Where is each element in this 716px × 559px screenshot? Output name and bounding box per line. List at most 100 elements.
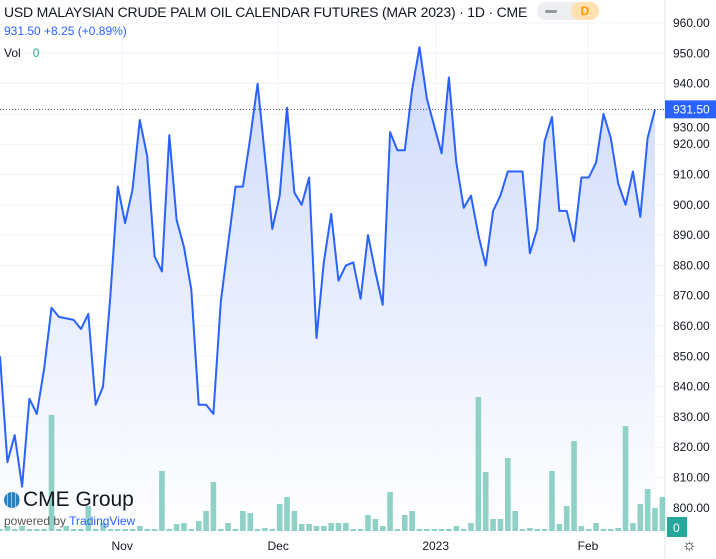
volume-bar bbox=[173, 524, 180, 531]
interval-toggle[interactable]: D bbox=[537, 2, 599, 20]
volume-bar bbox=[210, 482, 217, 531]
volume-bar bbox=[195, 521, 202, 531]
y-tick-label: 960.00 bbox=[673, 16, 710, 30]
x-tick-label: 2023 bbox=[422, 539, 449, 553]
volume-bar bbox=[659, 497, 666, 531]
volume-bar bbox=[203, 511, 209, 531]
last-price-label-bg bbox=[665, 100, 716, 119]
volume-bar bbox=[563, 506, 570, 531]
brand-name: CME Group bbox=[23, 488, 134, 511]
interval-badge[interactable]: D bbox=[571, 2, 599, 20]
volume-bar bbox=[276, 504, 283, 531]
y-tick-label: 950.00 bbox=[673, 46, 710, 60]
volume-bar bbox=[424, 529, 430, 531]
volume-bar bbox=[92, 529, 99, 531]
y-tick-label: 860.00 bbox=[673, 319, 710, 333]
volume-bar bbox=[19, 526, 25, 531]
price-area bbox=[0, 47, 655, 531]
volume-legend: Vol 0 bbox=[4, 46, 39, 60]
volume-bar bbox=[0, 529, 3, 531]
y-tick-label: 880.00 bbox=[673, 258, 710, 272]
volume-bar bbox=[122, 529, 128, 531]
volume-bar bbox=[306, 524, 312, 531]
volume-bar bbox=[585, 529, 592, 531]
volume-bar bbox=[387, 492, 393, 531]
volume-bar bbox=[63, 526, 70, 531]
volume-bar bbox=[144, 529, 150, 531]
x-tick-label: Dec bbox=[268, 539, 289, 553]
volume-bar bbox=[372, 519, 379, 531]
y-tick-label: 930.00 bbox=[673, 120, 710, 134]
volume-bar bbox=[527, 528, 533, 531]
settings-gear-icon[interactable]: ☼ bbox=[682, 537, 697, 554]
volume-bar bbox=[409, 511, 415, 531]
volume-bar bbox=[365, 515, 371, 531]
volume-bar bbox=[490, 519, 496, 531]
volume-bar bbox=[181, 523, 187, 531]
volume-bar bbox=[284, 497, 290, 531]
volume-bar bbox=[571, 441, 577, 531]
volume-bar bbox=[269, 529, 276, 531]
volume-bar bbox=[357, 529, 364, 531]
y-tick-label: 920.00 bbox=[673, 137, 710, 151]
volume-bar bbox=[350, 529, 357, 531]
y-tick-label: 910.00 bbox=[673, 168, 710, 182]
volume-bar bbox=[438, 529, 445, 531]
volume-bar bbox=[652, 508, 658, 531]
x-tick-label: Feb bbox=[578, 539, 599, 553]
volume-bar bbox=[497, 519, 504, 531]
volume-bar bbox=[630, 523, 636, 531]
volume-bar bbox=[556, 524, 563, 531]
volume-bar bbox=[4, 526, 11, 531]
volume-bar bbox=[159, 471, 165, 531]
volume-bar bbox=[48, 415, 55, 531]
volume-bar bbox=[534, 529, 541, 531]
volume-bar bbox=[615, 528, 622, 531]
volume-bar bbox=[446, 529, 452, 531]
volume-bar bbox=[33, 529, 40, 531]
volume-bar bbox=[394, 529, 401, 531]
volume-bar bbox=[188, 529, 195, 531]
volume-bar bbox=[622, 426, 629, 531]
volume-bar bbox=[225, 523, 231, 531]
volume-bar bbox=[151, 529, 158, 531]
price-line bbox=[0, 46, 656, 488]
volume-bar bbox=[291, 511, 298, 531]
volume-bar bbox=[232, 529, 239, 531]
volume-bar bbox=[107, 529, 114, 531]
globe-icon bbox=[4, 492, 20, 508]
volume-bar bbox=[240, 511, 246, 531]
volume-bar bbox=[137, 526, 143, 531]
volume-label-bg bbox=[667, 517, 687, 537]
y-tick-label: 850.00 bbox=[673, 349, 710, 363]
volume-bar bbox=[416, 529, 423, 531]
volume-bar bbox=[85, 506, 92, 531]
volume-bar bbox=[431, 529, 438, 531]
volume-bar bbox=[335, 523, 342, 531]
y-tick-label: 940.00 bbox=[673, 77, 710, 91]
volume-bar bbox=[468, 523, 474, 531]
volume-bar bbox=[129, 529, 136, 531]
volume-bar bbox=[401, 515, 408, 531]
y-tick-label: 800.00 bbox=[673, 501, 710, 515]
tradingview-link[interactable]: TradingView bbox=[69, 514, 136, 528]
volume-bar bbox=[593, 523, 599, 531]
volume-bar bbox=[379, 526, 386, 531]
volume-bar bbox=[254, 529, 261, 531]
volume-bar bbox=[512, 511, 518, 531]
cme-logo[interactable]: CME Group powered by TradingView bbox=[4, 488, 135, 528]
volume-bar bbox=[328, 523, 334, 531]
y-tick-label: 820.00 bbox=[673, 440, 710, 454]
volume-bar bbox=[313, 526, 320, 531]
chart-title: USD MALAYSIAN CRUDE PALM OIL CALENDAR FU… bbox=[4, 4, 528, 20]
volume-bar bbox=[247, 513, 254, 531]
volume-bar bbox=[637, 504, 644, 531]
volume-bar bbox=[541, 529, 548, 531]
volume-bar bbox=[56, 529, 62, 531]
volume-bar bbox=[519, 529, 526, 531]
minus-icon[interactable] bbox=[545, 10, 557, 13]
price-quote: 931.50 +8.25 (+0.89%) bbox=[4, 24, 127, 38]
y-tick-label: 840.00 bbox=[673, 380, 710, 394]
volume-last-label: 0 bbox=[673, 521, 680, 535]
